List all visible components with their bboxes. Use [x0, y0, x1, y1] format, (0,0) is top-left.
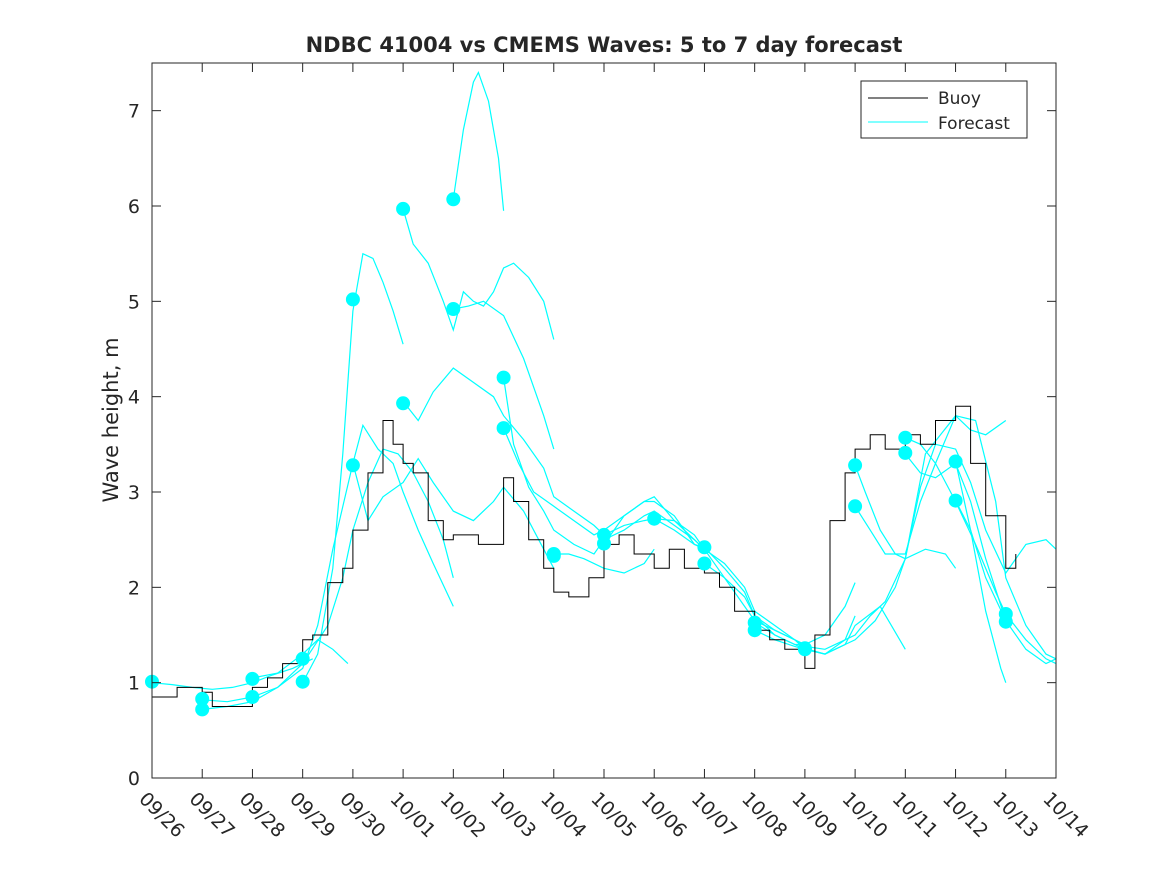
forecast-marker-14 — [496, 370, 511, 385]
y-tick-label: 1 — [128, 673, 140, 695]
forecast-marker-29 — [898, 430, 913, 445]
y-tick-label: 5 — [128, 291, 140, 313]
forecast-marker-11 — [396, 396, 411, 411]
y-axis-label: Wave height, m — [99, 337, 123, 502]
forecast-marker-9 — [345, 458, 360, 473]
forecast-line-8 — [402, 208, 555, 340]
forecast-marker-4 — [245, 671, 260, 686]
forecast-marker-19 — [597, 536, 611, 551]
forecast-marker-21 — [697, 540, 712, 555]
forecast-line-25 — [955, 461, 1007, 683]
forecast-line-9 — [452, 70, 505, 211]
forecast-marker-27 — [848, 458, 863, 473]
forecast-marker-26 — [797, 642, 812, 657]
forecast-line-19 — [754, 548, 957, 655]
forecast-line-6 — [352, 457, 555, 569]
y-tick-label: 6 — [128, 196, 140, 218]
forecast-marker-13 — [446, 302, 461, 316]
forecast-marker-22 — [697, 556, 712, 571]
buoy-line — [152, 405, 1017, 707]
chart-title: NDBC 41004 vs CMEMS Waves: 5 to 7 day fo… — [306, 33, 903, 57]
y-tick-label: 3 — [128, 482, 140, 504]
forecast-marker-17 — [546, 548, 561, 563]
plot-area — [145, 70, 1056, 717]
forecast-line-4 — [252, 639, 349, 679]
forecast-marker-10 — [396, 201, 411, 216]
y-tick-label: 4 — [128, 387, 140, 409]
forecast-marker-3 — [195, 702, 210, 717]
forecast-marker-7 — [295, 674, 310, 689]
forecast-marker-12 — [446, 192, 461, 207]
forecast-line-10 — [453, 300, 555, 450]
forecast-marker-20 — [647, 511, 662, 526]
y-tick-label: 7 — [128, 101, 140, 123]
forecast-line-21 — [854, 443, 1056, 575]
forecast-marker-15 — [496, 421, 511, 436]
y-tick-label: 2 — [128, 577, 140, 599]
forecast-marker-6 — [295, 651, 310, 666]
forecast-marker-24 — [747, 623, 762, 638]
forecast-line-23 — [905, 437, 1056, 665]
forecast-line-7 — [402, 367, 605, 536]
forecast-marker-31 — [948, 454, 963, 469]
forecast-marker-5 — [245, 690, 260, 704]
forecast-marker-8 — [345, 292, 360, 307]
forecast-marker-28 — [848, 499, 863, 514]
forecast-marker-34 — [998, 614, 1013, 629]
forecast-marker-30 — [898, 445, 913, 460]
forecast-marker-32 — [948, 493, 963, 508]
legend-buoy-label: Buoy — [938, 89, 981, 109]
forecast-line-1 — [152, 658, 313, 690]
legend-box — [860, 80, 1028, 139]
y-tick-label: 0 — [128, 768, 140, 790]
forecast-line-5 — [302, 252, 404, 683]
legend: Buoy Forecast — [860, 80, 1028, 139]
legend-forecast-label: Forecast — [938, 114, 1010, 134]
